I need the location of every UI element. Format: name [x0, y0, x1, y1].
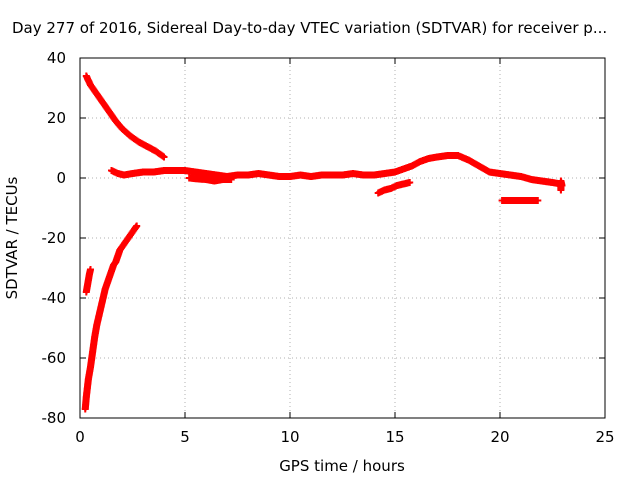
- chart-title: Day 277 of 2016, Sidereal Day-to-day VTE…: [12, 19, 607, 37]
- data-point: [160, 153, 168, 161]
- x-tick-label: 10: [280, 428, 299, 446]
- x-tick-label: 5: [180, 428, 190, 446]
- plot-frame: [79, 57, 606, 419]
- x-tick-label: 0: [75, 428, 85, 446]
- y-axis-label: SDTVAR / TECUs: [3, 176, 21, 299]
- data-point: [133, 222, 141, 230]
- x-tick-label: 15: [385, 428, 404, 446]
- data-point: [87, 266, 94, 273]
- data-point: [558, 182, 566, 189]
- y-tick-label: -80: [42, 409, 67, 427]
- y-tick-labels: 40 20 0 -20 -40 -60 -80: [42, 49, 67, 427]
- data-point: [534, 197, 542, 204]
- data-points: [81, 72, 566, 413]
- grid-lines: [80, 58, 605, 418]
- axis-ticks: [79, 57, 606, 419]
- data-point: [227, 176, 235, 183]
- y-tick-label: -40: [42, 289, 67, 307]
- x-tick-label: 20: [490, 428, 509, 446]
- x-tick-labels: 0 5 10 15 20 25: [75, 428, 614, 446]
- data-point: [406, 179, 414, 186]
- y-tick-label: 20: [47, 109, 66, 127]
- y-tick-label: -60: [42, 349, 67, 367]
- x-axis-label: GPS time / hours: [279, 457, 405, 475]
- y-tick-label: 40: [47, 49, 66, 67]
- y-tick-label: -20: [42, 229, 67, 247]
- y-tick-label: 0: [56, 169, 66, 187]
- x-tick-label: 25: [595, 428, 614, 446]
